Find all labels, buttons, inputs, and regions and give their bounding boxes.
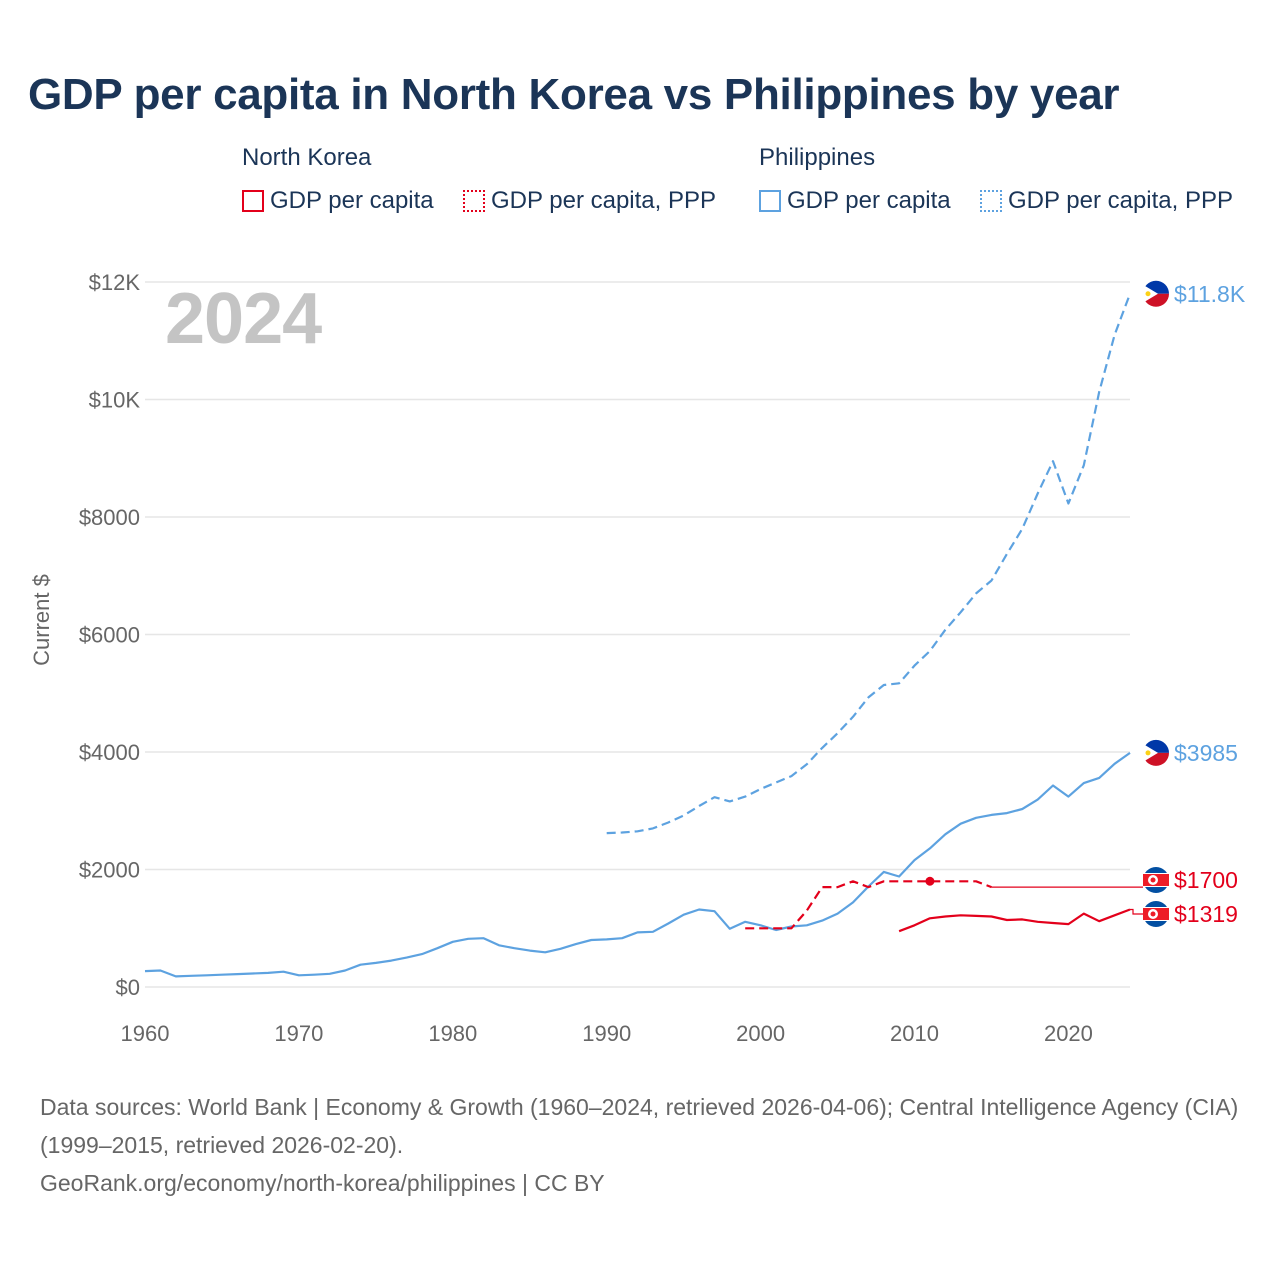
end-value-label: $11.8K: [1174, 281, 1246, 307]
legend-item-ph-gdp[interactable]: GDP per capita: [759, 186, 951, 216]
grid-lines: [145, 281, 1130, 988]
flag-sun: [1145, 750, 1151, 756]
north-korea-flag-icon: [1143, 867, 1169, 893]
legend-swatch-solid-red: [242, 190, 264, 212]
series-line: [745, 880, 992, 930]
y-tick-label: $12K: [89, 270, 141, 295]
x-tick-label: 1980: [428, 1021, 477, 1046]
y-tick-label: $2000: [79, 858, 140, 883]
philippines-flag-icon: [1143, 280, 1169, 307]
attribution-link[interactable]: GeoRank.org/economy/north-korea/philippi…: [40, 1170, 605, 1196]
legend-item-nk-gdp-ppp[interactable]: GDP per capita, PPP: [463, 186, 716, 216]
current-year-label: 2024: [165, 279, 322, 359]
legend-group-north-korea: North Korea: [242, 144, 372, 171]
x-tick-label: 2010: [890, 1021, 939, 1046]
series-line: [898, 908, 1131, 933]
series-line: [144, 752, 1131, 978]
flag-sun: [1145, 291, 1151, 297]
x-tick-label: 1990: [582, 1021, 631, 1046]
y-tick-label: $4000: [79, 740, 140, 765]
end-value-label: $3985: [1174, 740, 1238, 766]
north-korea-flag-icon: [1143, 901, 1169, 927]
chart-title: GDP per capita in North Korea vs Philipp…: [28, 70, 1120, 119]
legend-item-ph-gdp-ppp[interactable]: GDP per capita, PPP: [980, 186, 1233, 216]
legend-item-label: GDP per capita: [787, 187, 951, 214]
footer: Data sources: World Bank | Economy & Gro…: [40, 1088, 1250, 1202]
flag-star: [1150, 877, 1156, 883]
label-connector: [1130, 908, 1143, 915]
x-tick-label: 1960: [121, 1021, 170, 1046]
y-tick-label: $10K: [89, 388, 141, 413]
data-sources: Data sources: World Bank | Economy & Gro…: [40, 1094, 1239, 1158]
series-lines: [144, 293, 1143, 978]
y-tick-label: $6000: [79, 623, 140, 648]
end-value-label: $1700: [1174, 867, 1238, 893]
legend-swatch-dotted-blue: [980, 190, 1002, 212]
y-tick-label: $8000: [79, 505, 140, 530]
y-tick-label: $0: [116, 975, 140, 1000]
x-tick-label: 2020: [1044, 1021, 1093, 1046]
x-tick-label: 2000: [736, 1021, 785, 1046]
legend-group-philippines: Philippines: [759, 144, 876, 171]
x-axis-ticks: 1960 1970 1980 1990 2000 2010 2020: [121, 1021, 1093, 1046]
legend-swatch-dotted-red: [463, 190, 485, 212]
legend-item-label: GDP per capita: [270, 187, 434, 214]
x-tick-label: 1970: [274, 1021, 323, 1046]
end-value-label: $1319: [1174, 901, 1238, 927]
y-axis-ticks: $0 $2000 $4000 $6000 $8000 $10K $12K: [79, 270, 141, 1000]
series-point-marker: [925, 876, 935, 886]
legend-item-nk-gdp[interactable]: GDP per capita: [242, 186, 434, 216]
series-line: [606, 293, 1132, 835]
philippines-flag-icon: [1143, 739, 1169, 766]
end-markers: $11.8K $3985 $1700 $1319: [1130, 281, 1246, 927]
legend-item-label: GDP per capita, PPP: [1008, 187, 1233, 214]
legend-swatch-solid-blue: [759, 190, 781, 212]
flag-star: [1150, 911, 1156, 917]
legend-item-label: GDP per capita, PPP: [491, 187, 716, 214]
line-chart: $0$2000$4000$6000$8000$10K$12K 1960 1970 1…: [79, 270, 1246, 1046]
